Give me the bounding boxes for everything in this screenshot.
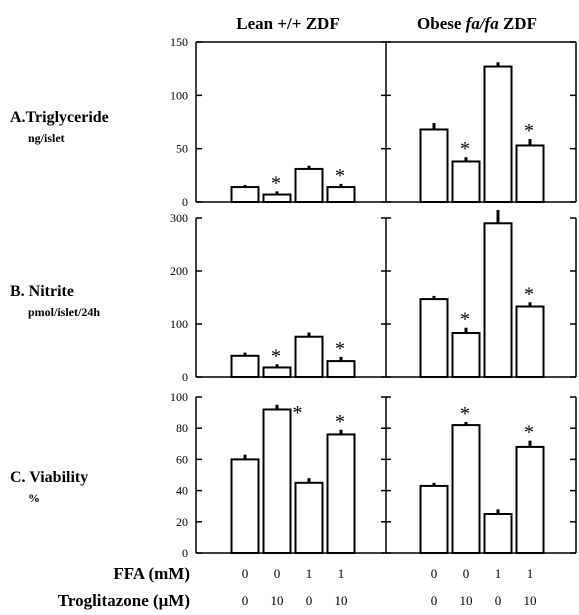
bar [515,445,545,555]
bar [483,222,513,378]
bar [483,65,513,203]
group-title-lean: Lean +/+ ZDF [236,14,339,33]
condition-row-label: Troglitazone (μM) [58,591,190,610]
y-tick-label: 300 [170,211,188,225]
significance-star: * [460,403,470,425]
panel-label: A.Triglyceride [10,109,109,126]
bar [294,335,324,378]
bar [294,167,324,203]
bar [419,298,449,378]
condition-row-label: FFA (mM) [113,564,190,583]
condition-value: 0 [495,593,502,608]
significance-star: * [293,402,303,424]
bar [262,193,292,204]
y-tick-label: 60 [176,452,188,466]
bar [451,424,481,554]
y-tick-label: 100 [170,88,188,102]
y-tick-label: 150 [170,35,188,49]
y-tick-label: 0 [182,370,188,384]
y-tick-label: 200 [170,264,188,278]
condition-value: 0 [431,566,438,581]
panel-label: C. Viability [10,469,88,486]
condition-value: 0 [463,566,470,581]
y-tick-label: 0 [182,546,188,560]
panel-label: B. Nitrite [10,283,74,300]
condition-value: 1 [527,566,534,581]
bar [262,366,292,378]
condition-value: 10 [271,593,284,608]
bar [515,144,545,203]
condition-value: 0 [306,593,313,608]
bar [230,186,260,203]
condition-value: 10 [460,593,473,608]
condition-value: 10 [335,593,348,608]
significance-star: * [524,120,534,142]
bar [326,360,356,379]
condition-value: 1 [306,566,313,581]
condition-value: 10 [524,593,537,608]
group-title-obese: Obese fa/fa ZDF [417,14,537,33]
y-tick-label: 50 [176,142,188,156]
bar [419,128,449,203]
condition-value: 0 [274,566,281,581]
bar [483,513,513,554]
bar [451,332,481,379]
significance-star: * [524,422,534,444]
y-tick-label: 0 [182,195,188,209]
bar [451,160,481,203]
condition-value: 0 [242,566,249,581]
significance-star: * [271,172,281,194]
significance-star: * [524,283,534,305]
bar [230,458,260,554]
bar [230,354,260,378]
significance-star: * [271,345,281,367]
y-tick-label: 100 [170,390,188,404]
panel-unit: pmol/islet/24h [28,305,100,319]
bar [326,186,356,203]
significance-star: * [460,309,470,331]
bar [262,408,292,555]
y-tick-label: 80 [176,421,188,435]
panel-unit: ng/islet [28,131,65,145]
significance-star: * [335,411,345,433]
y-tick-label: 40 [176,484,188,498]
condition-value: 0 [431,593,438,608]
significance-star: * [335,165,345,187]
significance-star: * [460,138,470,160]
condition-value: 1 [495,566,502,581]
condition-value: 1 [338,566,345,581]
y-tick-label: 100 [170,317,188,331]
bar [515,305,545,379]
bar [419,484,449,555]
significance-star: * [335,338,345,360]
bar [294,481,324,554]
y-tick-label: 20 [176,515,188,529]
condition-value: 0 [242,593,249,608]
panel-unit: % [28,491,40,505]
bar [326,433,356,554]
